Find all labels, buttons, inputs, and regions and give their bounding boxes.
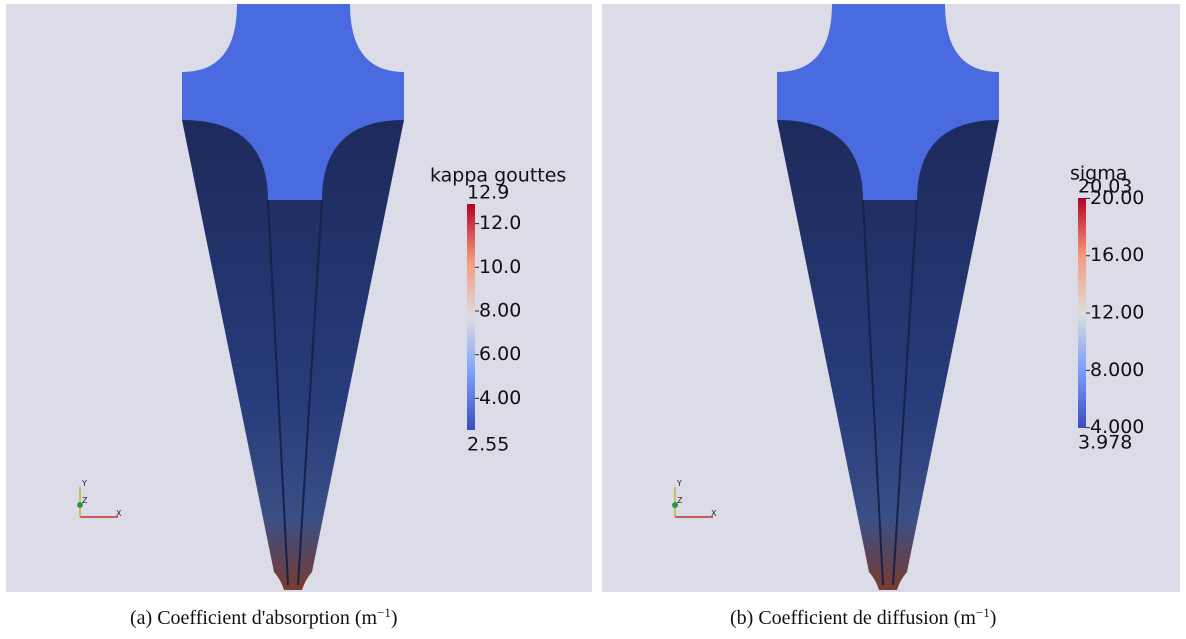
geometry [777,4,999,590]
colorbar-tick-label: 12.00 [1090,302,1144,324]
colorbar-tick-label: 6.00 [479,343,521,365]
caption-sup: −1 [976,605,990,620]
caption: (b) Coefficient de diffusion (m−1) [730,605,996,630]
cone [777,120,999,590]
colorbar-tick-label: 12.0 [479,212,521,234]
cone [182,120,404,590]
caption: (a) Coefficient d'absorption (m−1) [130,605,398,630]
cross [182,4,404,200]
axis-y-label: Y [676,479,682,488]
geometry [182,4,404,590]
caption-sup: −1 [377,605,391,620]
colorbar [467,204,475,430]
axis-z-label: Z [82,496,88,505]
caption-end: ) [990,607,997,629]
colorbar-tick-label: 8.00 [479,299,521,321]
inner-edge [862,199,918,586]
colorbar-min: 3.978 [1078,432,1132,454]
colorbar-title: sigma [1070,163,1127,185]
colorbar-title: kappa gouttes [430,165,566,187]
colorbar-max: 12.9 [467,182,509,204]
axes-triad: X YZ [672,479,717,518]
colorbar [1078,198,1086,428]
cross [777,4,999,200]
colorbar-tick-label: 10.0 [479,256,521,278]
caption-text: (b) Coefficient de diffusion (m [730,607,976,629]
axis-y-label: Y [81,479,87,488]
caption-end: ) [391,607,398,629]
colorbar-tick-label: 20.00 [1090,187,1144,209]
axis-x-label: X [116,509,122,518]
colorbar-tick-label: 4.00 [479,387,521,409]
axes-triad: X YZ [77,479,122,518]
colorbar-tick-label: 4.000 [1090,416,1144,438]
caption-text: (a) Coefficient d'absorption (m [130,607,377,629]
inner-edge [267,199,323,586]
axis-x-label: X [711,509,717,518]
axis-z-label: Z [677,496,683,505]
axis-z [672,502,678,508]
colorbar-min: 2.55 [467,434,509,456]
axis-z [77,502,83,508]
colorbar-tick-label: 16.00 [1090,244,1144,266]
colorbar-tick-label: 8.000 [1090,359,1144,381]
colorbar-max: 20.03 [1078,176,1132,198]
